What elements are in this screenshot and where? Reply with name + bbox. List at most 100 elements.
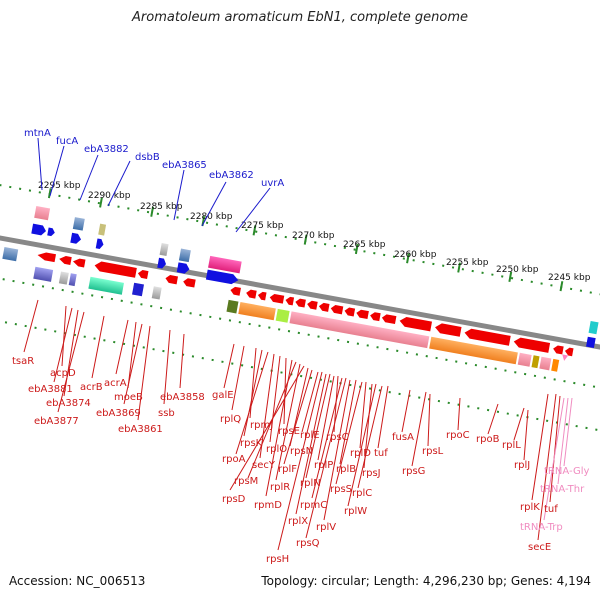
reverse-gene-arrow [307,300,318,310]
reverse-gene-arrow [137,270,149,279]
tick-mark [99,197,103,208]
reverse-gene-arrow [246,289,257,299]
gene-label: rplX [288,516,308,527]
scale-ticks [47,188,564,292]
leader-line [57,311,85,413]
reverse-gene-arrow [94,261,137,278]
gene-label: uvrA [261,178,284,189]
ribosomal-operon [226,286,599,372]
forward-gene-arrow [588,320,599,335]
reverse-gene-arrow [72,258,86,268]
feature-box [208,255,242,274]
leader-line [243,349,263,437]
forward-gene-arrow [205,269,239,285]
leader-line [163,329,171,405]
feature-box [33,266,54,282]
gene-label: mtnA [24,128,51,139]
leader-line [179,333,185,389]
scale-label: 2245 kbp [548,273,591,283]
gene-label: rplO [266,444,287,455]
gene-label: rpoC [446,430,470,441]
gene-label: rpmC [300,500,327,511]
leader-line [543,397,565,521]
gene-label: rpoA [222,454,246,465]
feature-box [238,302,276,321]
gene-label: ebA3881 [28,384,73,395]
gene-label: ebA3865 [162,160,207,171]
reverse-gene-arrow [183,278,196,288]
tick-mark [150,206,155,217]
leader-line [283,369,313,465]
leader-line [359,381,367,449]
gene-label: dsbB [135,152,160,163]
leader-line [259,353,275,459]
gene-label: rpsS [330,484,352,495]
feature-box [151,286,162,300]
scale-label: 2270 kbp [292,231,335,241]
leader-line [487,403,499,435]
gene-label: fucA [56,136,78,147]
feature-box [34,205,51,221]
leader-line [305,377,347,539]
leader-line [79,154,99,201]
gene-label: ebA3858 [160,392,205,403]
feature-box [132,282,145,297]
gene-label: tRNA-Thr [540,484,585,495]
gene-label: ssb [158,408,175,419]
reverse-gene-arrow [356,309,369,320]
gene-label: rplN [300,478,321,489]
gene-label: rpsK [240,438,263,449]
bottom-gene-labels: tsaR acpD ebA3881 ebA3874 ebA3877 acrB a… [12,299,589,565]
reverse-gene-arrow [564,347,574,357]
tick-mark [508,271,513,282]
leader-line [557,397,569,485]
forward-gene-arrow [586,336,596,348]
feature-box [551,358,560,372]
reverse-gene-arrow [399,316,433,332]
scale-label: 2255 kbp [446,258,489,268]
gene-label: rplQ [220,414,241,425]
gene-label: rplB [336,464,356,475]
outer-dotted-track [0,182,600,303]
scale-label: 2260 kbp [394,250,437,260]
leader-line [269,355,281,443]
scale-label: 2250 kbp [496,265,539,275]
leader-line [223,343,235,389]
gene-label: rplF [278,464,297,475]
reverse-gene-arrow [295,298,306,308]
gene-label: tuf [544,504,558,515]
topology-text: Topology: circular; Length: 4,296,230 bp… [261,574,591,588]
feature-box [226,299,239,314]
lower-left-features [2,246,196,300]
leader-line [173,169,185,221]
forward-gene-arrow [47,227,55,237]
gene-label: rplK [520,502,540,513]
gene-label: ebA3877 [34,416,79,427]
gene-label: secY [252,460,276,471]
tick-mark [457,262,461,273]
leader-line [357,385,383,489]
reverse-gene-arrow [230,286,241,296]
reverse-gene-arrow [285,296,295,306]
gene-label: rplC [352,488,372,499]
gene-label: fusA [392,432,414,443]
gene-label: rpsH [266,554,289,565]
feature-box [429,336,518,365]
leader-line [301,371,319,433]
feature-box [275,308,290,323]
gene-label: rplE [300,430,320,441]
gene-label: tRNA-Trp [520,522,563,533]
gene-label: galE [212,390,234,401]
leader-line [283,357,287,425]
leader-line [91,315,105,379]
feature-box [58,271,69,285]
leader-line [235,351,269,455]
gene-label: rpsL [422,446,444,457]
leader-line [53,307,73,383]
reverse-gene-arrow [344,307,356,317]
leader-line [201,181,227,227]
leader-line [377,385,389,449]
scale-label: 2265 kbp [343,240,386,250]
gene-label: ebA3861 [118,424,163,435]
leader-line [457,397,461,431]
